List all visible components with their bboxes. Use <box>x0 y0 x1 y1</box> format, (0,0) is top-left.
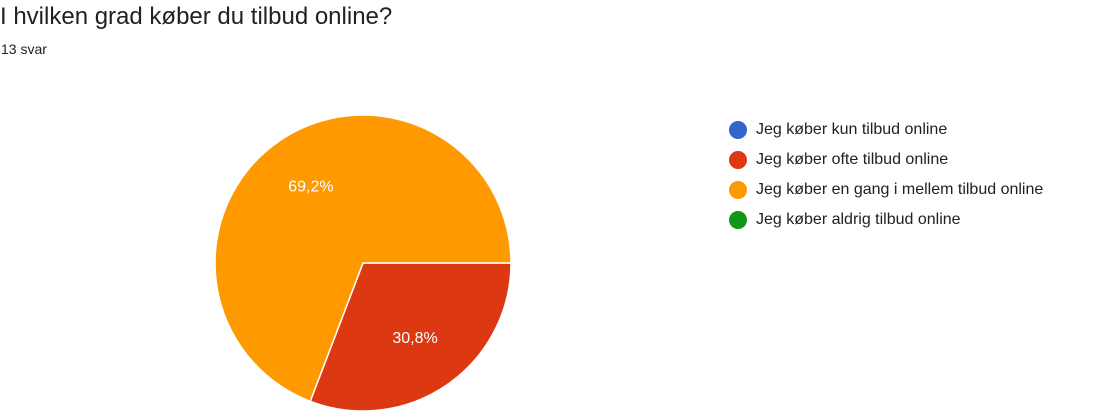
legend-color-dot <box>729 181 747 199</box>
legend-item: Jeg køber aldrig tilbud online <box>729 205 1043 235</box>
legend-color-dot <box>729 121 747 139</box>
legend-label: Jeg køber aldrig tilbud online <box>756 211 961 228</box>
slice-label: 30,8% <box>392 330 437 347</box>
legend-item: Jeg køber kun tilbud online <box>729 115 1043 145</box>
legend-item: Jeg køber en gang i mellem tilbud online <box>729 175 1043 205</box>
legend-label: Jeg køber en gang i mellem tilbud online <box>756 181 1044 198</box>
chart-legend: Jeg køber kun tilbud online Jeg køber oft… <box>729 115 1043 235</box>
pie-slices <box>214 114 512 412</box>
legend-label: Jeg køber kun tilbud online <box>756 121 948 138</box>
slice-label: 69,2% <box>288 179 333 196</box>
chart-title: I hvilken grad køber du tilbud online? <box>0 3 393 30</box>
legend-color-dot <box>729 151 747 169</box>
legend-item: Jeg køber ofte tilbud online <box>729 145 1043 175</box>
pie-slice <box>214 114 512 403</box>
response-count: 13 svar <box>1 41 47 57</box>
pie-slice <box>309 262 512 412</box>
pie-labels: 30,8% 69,2% <box>288 179 437 347</box>
legend-label: Jeg køber ofte tilbud online <box>756 151 949 168</box>
legend-color-dot <box>729 211 747 229</box>
